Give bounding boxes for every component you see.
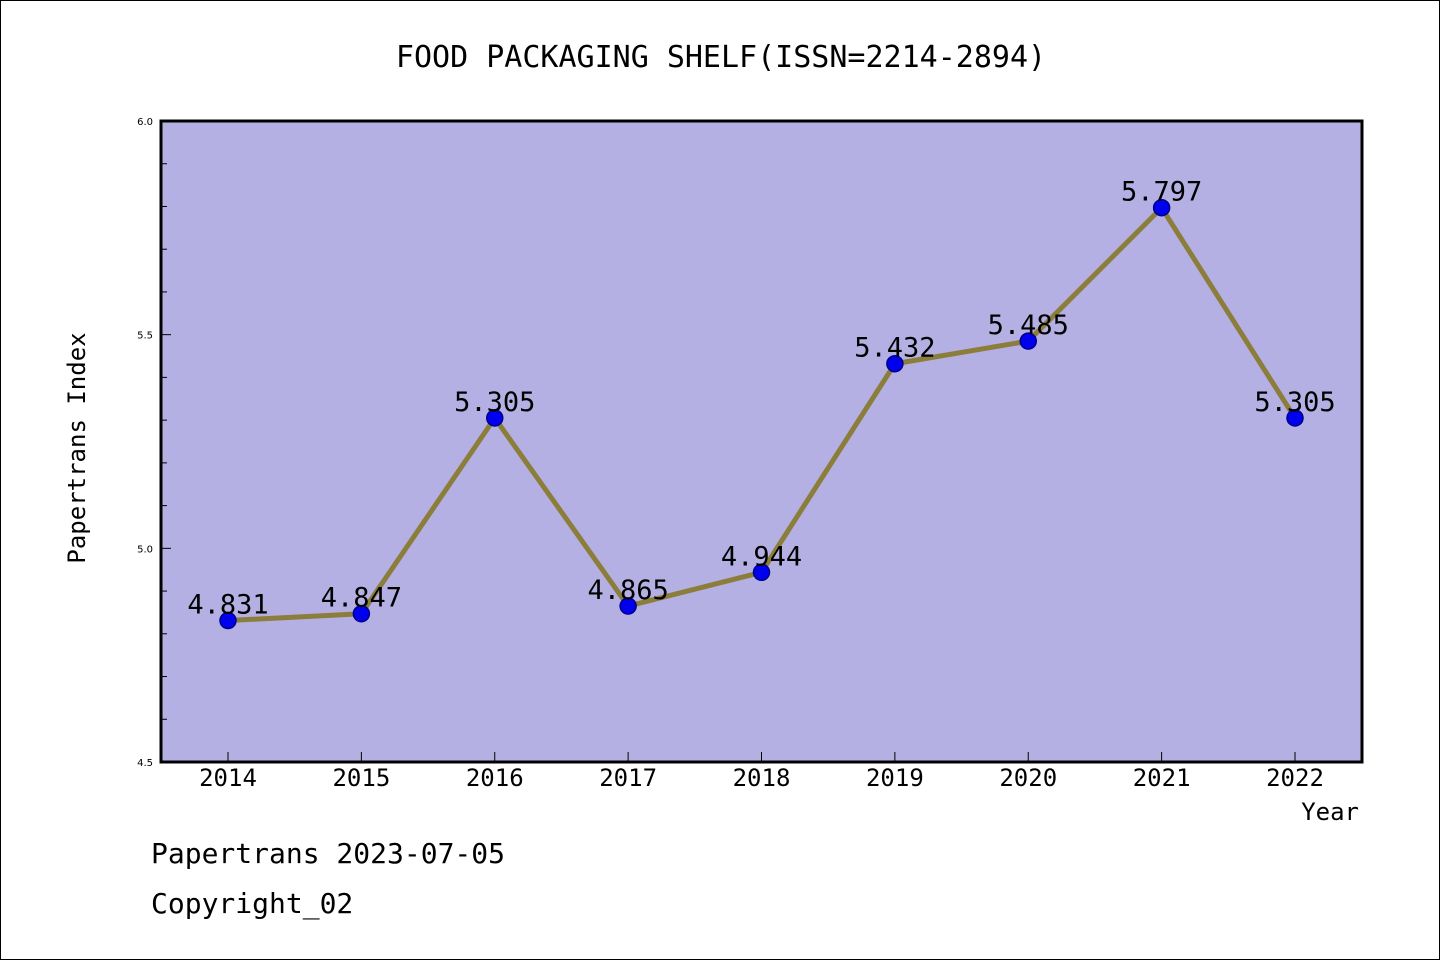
- y-tick-label: 6.0: [137, 117, 153, 128]
- x-axis-label: Year: [1301, 798, 1359, 826]
- footer-copyright: Copyright_02: [151, 887, 353, 921]
- series-group: 4.831 4.847 5.305 4.865 4.944 5.432 5.485 5.797…: [187, 177, 1336, 630]
- x-tick-label: 2017: [599, 764, 657, 792]
- x-tick-label: 2020: [999, 764, 1057, 792]
- data-point: [1019, 332, 1037, 350]
- y-axis-label: Papertrans Index: [63, 332, 91, 563]
- x-tick-label: 2018: [733, 764, 791, 792]
- data-point: [352, 604, 371, 623]
- x-tick-label: 2016: [466, 764, 524, 792]
- data-point: [1286, 409, 1304, 427]
- x-tick-label: 2015: [332, 764, 390, 792]
- data-label: 5.797: [1121, 177, 1202, 208]
- data-label: 5.305: [454, 387, 535, 418]
- data-point: [752, 563, 771, 582]
- y-tick-label: 5.0: [137, 544, 153, 555]
- data-label: 4.831: [187, 590, 268, 621]
- y-tick-label: 4.5: [137, 758, 153, 769]
- data-label: 4.847: [321, 583, 402, 614]
- data-label: 4.944: [721, 541, 802, 572]
- data-point: [486, 409, 504, 427]
- data-label: 4.865: [587, 575, 668, 606]
- x-tick-label: 2022: [1266, 764, 1324, 792]
- chart-title: FOOD PACKAGING SHELF(ISSN=2214-2894): [396, 40, 1046, 75]
- x-tick-label: 2019: [866, 764, 924, 792]
- x-tick-label: 2021: [1133, 764, 1191, 792]
- data-label: 5.485: [988, 310, 1069, 341]
- data-label: 5.305: [1254, 387, 1335, 418]
- data-point: [619, 597, 637, 615]
- x-axis: 2014 2015 2016 2017 2018 2019 2020 2021 2022: [199, 752, 1324, 792]
- x-tick-label: 2014: [199, 764, 257, 792]
- data-label: 5.432: [854, 333, 935, 364]
- y-axis: 4.5 5.0 5.5 6.0: [137, 117, 171, 769]
- data-point: [219, 611, 237, 630]
- data-point: [1152, 198, 1171, 217]
- y-tick-label: 5.5: [137, 331, 153, 342]
- plot-area: [159, 119, 1364, 764]
- footer-date: Papertrans 2023-07-05: [151, 837, 505, 870]
- data-point: [886, 354, 904, 373]
